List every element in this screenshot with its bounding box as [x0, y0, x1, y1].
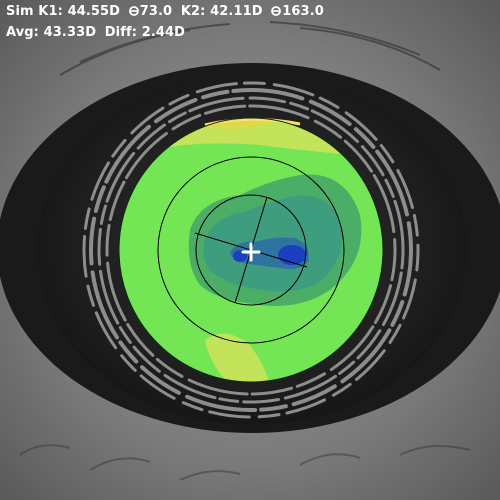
- lower-lashes: [19, 444, 471, 481]
- k1-value: 44.55D: [67, 4, 121, 19]
- upper-lashes: [59, 21, 441, 76]
- crosshair-icon: [241, 242, 261, 262]
- map-outline: [118, 117, 384, 383]
- measurement-rings: [157, 156, 345, 344]
- degree-axis-icon: [128, 6, 139, 16]
- readout-line-1: Sim K1: 44.55D 73.0 K2: 42.11D 163.0: [6, 4, 324, 19]
- k2-axis: 163.0: [282, 4, 324, 19]
- avg-label: Avg:: [6, 25, 39, 40]
- degree-axis-icon: [271, 6, 282, 16]
- placido-rings: [82, 81, 420, 419]
- diff-value: 2.44D: [141, 25, 186, 40]
- k1-label: Sim K1:: [6, 4, 63, 19]
- k2-label: K2:: [180, 4, 206, 19]
- k1-axis: 73.0: [139, 4, 173, 19]
- avg-value: 43.33D: [43, 25, 97, 40]
- readout-line-2: Avg: 43.33D Diff: 2.44D: [6, 25, 185, 40]
- k2-value: 42.11D: [210, 4, 263, 19]
- diff-label: Diff:: [104, 25, 138, 40]
